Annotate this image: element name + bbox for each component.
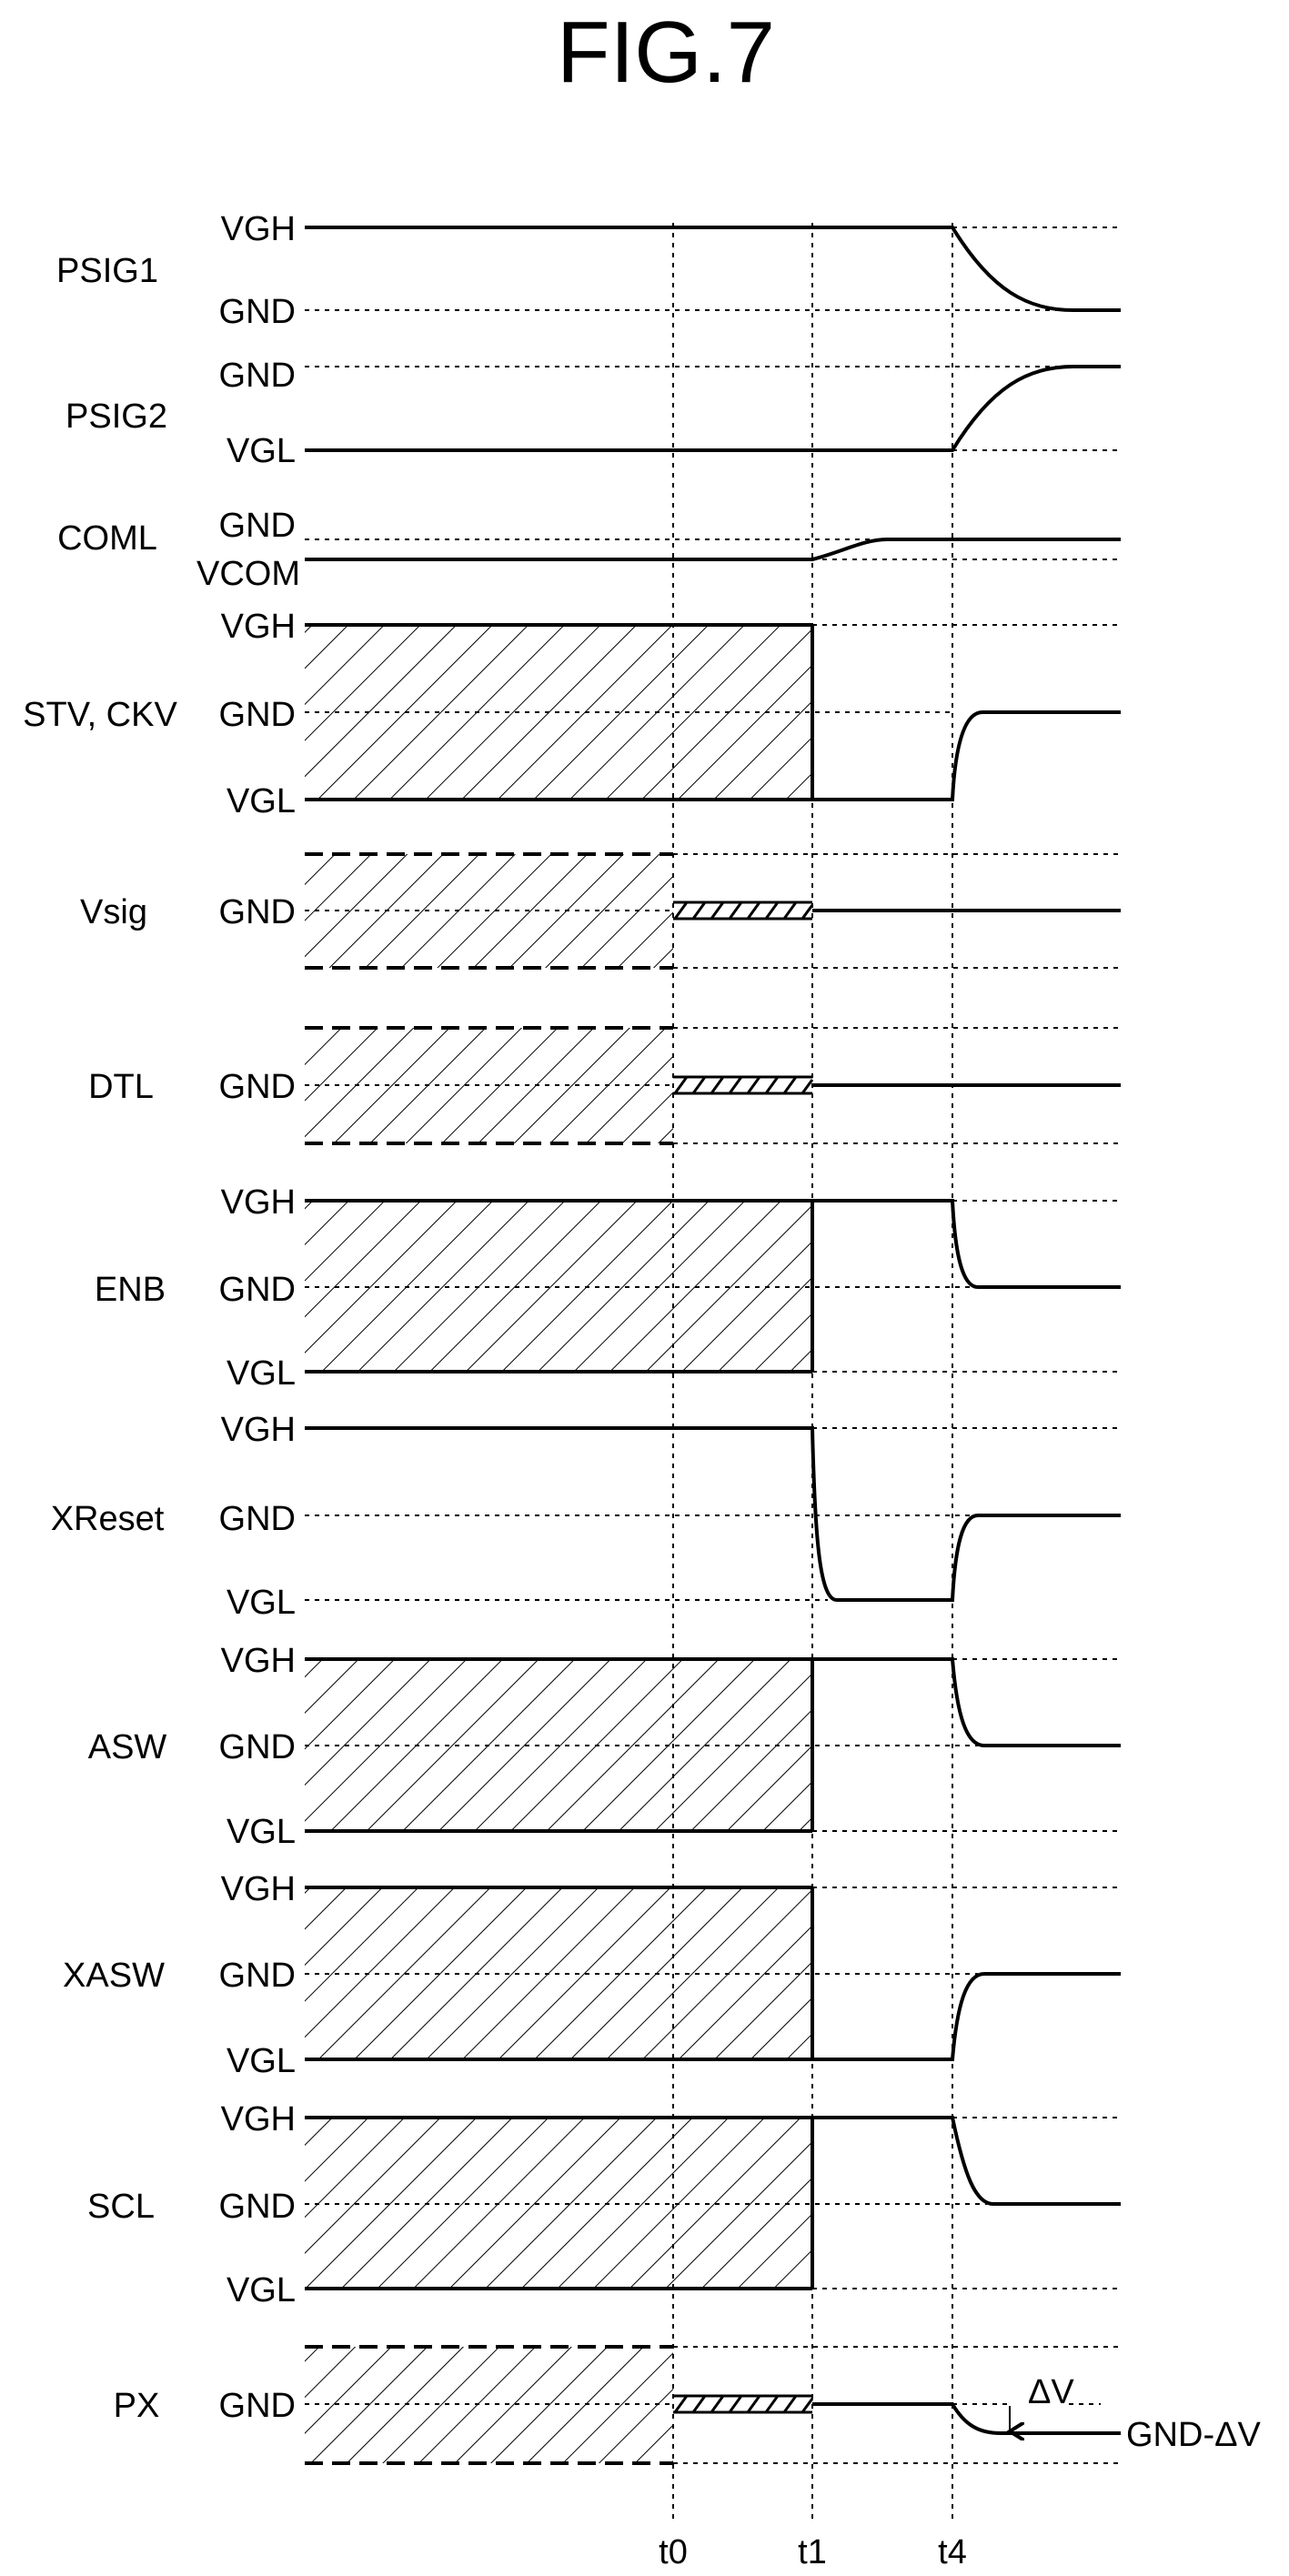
signal-name: Vsig [80,893,147,931]
signal-name: SCL [87,2188,155,2226]
signal-name: XReset [51,1500,165,1538]
signal-psig1: PSIG1 VGH GND [56,210,1121,331]
waveform [305,623,1121,801]
t0-label: t0 [659,2533,688,2571]
level-label: GND [219,1957,296,1995]
waveform [305,1199,1121,1374]
signal-name: PSIG1 [56,252,158,290]
level-label: GND [219,696,296,734]
level-label: GND [219,293,296,331]
level-label: GND [219,1271,296,1309]
waveform [305,538,1121,561]
level-label: VCOM [196,555,300,593]
level-label: VGH [221,1183,296,1222]
level-label: VGL [227,2042,296,2080]
level-label: GND [219,2387,296,2425]
t4-label: t4 [938,2533,967,2571]
waveform [812,2402,1121,2435]
level-label: VGH [221,1411,296,1449]
waveform [305,2116,1121,2290]
signal-name: XASW [63,1957,165,1995]
level-label: VGL [227,1813,296,1851]
level-label: GND [219,2188,296,2226]
level-label: GND [219,1068,296,1106]
signal-asw: ASW VGH GND VGL [88,1642,1121,1851]
signal-px: PX GND ΔV GND-ΔV [114,2345,1261,2465]
level-label: GND [219,357,296,395]
waveform [305,365,1121,452]
delta-v-label: ΔV [1028,2373,1074,2411]
signal-scl: SCL VGH GND VGL [87,2100,1121,2309]
signal-name: ASW [88,1728,167,1766]
level-label: VGL [227,1354,296,1393]
level-label: VGL [227,782,296,820]
signal-coml: COML GND VCOM [57,507,1121,593]
signal-xreset: XReset VGH GND VGL [51,1411,1121,1622]
level-label: VGL [227,432,296,470]
signal-enb: ENB VGH GND VGL [95,1183,1121,1393]
signal-dtl: DTL GND [88,1026,1121,1145]
waveform [305,226,1121,312]
signal-xasw: XASW VGH GND VGL [63,1870,1121,2080]
waveform [305,1657,1121,1833]
t1-label: t1 [798,2533,827,2571]
level-label: VGH [221,1870,296,1908]
level-label: VGL [227,2271,296,2309]
px-final-level-label: GND-ΔV [1126,2416,1261,2454]
figure-title: FIG.7 [557,4,775,101]
level-label: VGH [221,1642,296,1680]
signal-stv-ckv: STV, CKV VGH GND VGL [23,608,1121,820]
signal-name: PSIG2 [65,397,167,436]
waveform [305,1426,1121,1602]
level-label: VGH [221,2100,296,2138]
signal-psig2: PSIG2 GND VGL [65,357,1121,470]
signal-name: PX [114,2387,160,2425]
transition-zigzag [673,901,814,921]
signal-name: COML [57,519,157,558]
transition-zigzag [673,1075,814,1095]
level-label: VGH [221,608,296,646]
signal-name: ENB [95,1271,166,1309]
level-label: GND [219,893,296,931]
level-label: GND [219,1500,296,1538]
transition-zigzag [673,2394,814,2414]
signal-vsig: Vsig GND [80,852,1121,970]
waveform [305,1886,1121,2061]
level-label: VGH [221,210,296,248]
level-label: GND [219,507,296,545]
signal-name: DTL [88,1068,154,1106]
level-label: GND [219,1728,296,1766]
signal-name: STV, CKV [23,696,177,734]
level-label: VGL [227,1584,296,1622]
